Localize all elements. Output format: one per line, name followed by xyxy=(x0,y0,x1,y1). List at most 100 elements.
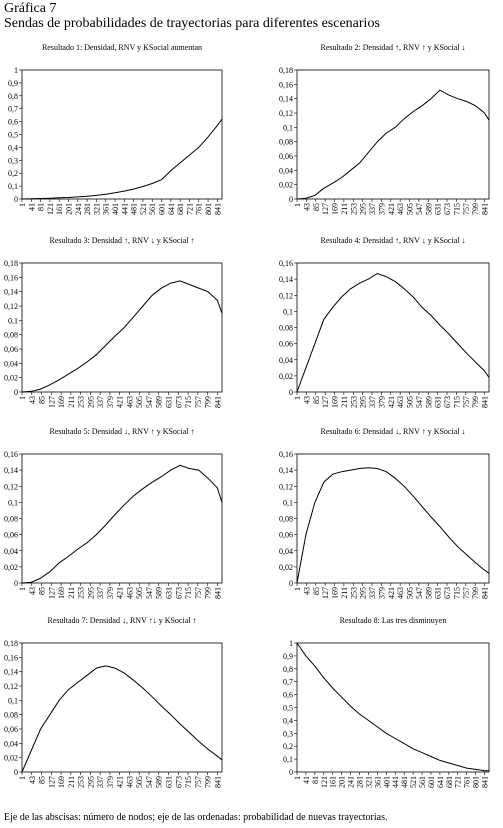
x-tick-label: 761 xyxy=(195,203,204,215)
x-tick-label: 481 xyxy=(130,203,139,215)
data-line xyxy=(21,665,223,773)
x-tick-label: 505 xyxy=(406,587,415,599)
x-tick-label: 757 xyxy=(194,396,203,408)
x-tick-label: 337 xyxy=(368,587,377,599)
y-tick-label: 0,6 xyxy=(8,118,18,127)
x-tick-label: 1 xyxy=(293,203,302,207)
y-tick-label: 0 xyxy=(289,579,293,588)
x-tick-label: 547 xyxy=(145,396,154,408)
x-tick-label: 589 xyxy=(424,587,433,599)
x-tick-label: 715 xyxy=(184,587,193,599)
x-tick-label: 505 xyxy=(406,203,415,215)
data-line xyxy=(296,272,490,393)
x-tick-label: 601 xyxy=(158,203,167,215)
y-tick-label: 0,18 xyxy=(4,639,18,648)
x-tick-label: 43 xyxy=(28,587,37,595)
y-tick-label: 0,12 xyxy=(4,482,18,491)
x-tick-label: 169 xyxy=(57,396,66,408)
y-tick-label: 0,14 xyxy=(4,668,18,677)
y-tick-label: 0,12 xyxy=(279,291,293,300)
x-tick-label: 295 xyxy=(86,587,95,599)
chart-title: Resultado 8: Las tres disminuyen xyxy=(340,616,447,625)
x-tick-label: 379 xyxy=(106,396,115,408)
x-tick-label: 421 xyxy=(116,587,125,599)
x-tick-label: 127 xyxy=(47,396,56,408)
plot-frame xyxy=(21,453,223,584)
x-tick-label: 841 xyxy=(481,776,490,788)
x-tick-label: 41 xyxy=(27,203,36,211)
x-tick-label: 421 xyxy=(387,587,396,599)
x-tick-label: 841 xyxy=(481,396,490,408)
y-tick-label: 0,1 xyxy=(283,755,293,764)
y-tick-label: 0,06 xyxy=(279,340,293,349)
x-tick-label: 631 xyxy=(434,203,443,215)
x-tick-label: 673 xyxy=(174,776,183,788)
x-tick-label: 799 xyxy=(471,396,480,408)
x-tick-label: 379 xyxy=(377,587,386,599)
x-tick-label: 379 xyxy=(106,776,115,788)
y-tick-label: 0,02 xyxy=(4,754,18,763)
y-tick-label: 0 xyxy=(14,388,18,397)
x-tick-label: 379 xyxy=(106,587,115,599)
x-tick-label: 673 xyxy=(443,203,452,215)
x-tick-label: 463 xyxy=(125,776,134,788)
x-tick-label: 211 xyxy=(340,396,349,408)
x-tick-label: 505 xyxy=(135,396,144,408)
x-tick-label: 761 xyxy=(463,776,472,788)
x-tick-label: 715 xyxy=(184,396,193,408)
x-tick-label: 441 xyxy=(391,776,400,788)
x-tick-label: 641 xyxy=(167,203,176,215)
plot-frame xyxy=(21,69,223,200)
y-tick-label: 0,16 xyxy=(279,450,293,459)
chart-title: Resultado 1: Densidad, RNV y KSocial aum… xyxy=(42,43,202,52)
y-tick-label: 0,06 xyxy=(4,725,18,734)
y-tick-label: 0,1 xyxy=(283,498,293,507)
y-tick-label: 0,14 xyxy=(4,466,18,475)
x-tick-label: 799 xyxy=(471,203,480,215)
x-tick-label: 421 xyxy=(387,396,396,408)
x-tick-label: 589 xyxy=(424,203,433,215)
y-tick-label: 0,7 xyxy=(8,105,18,114)
x-tick-label: 161 xyxy=(55,203,64,215)
x-tick-label: 421 xyxy=(116,396,125,408)
x-tick-label: 361 xyxy=(373,776,382,788)
y-tick-label: 0,16 xyxy=(4,653,18,662)
x-tick-label: 43 xyxy=(302,396,311,404)
x-tick-label: 169 xyxy=(331,203,340,215)
y-tick-label: 0,16 xyxy=(4,450,18,459)
x-tick-label: 673 xyxy=(174,587,183,599)
x-tick-label: 253 xyxy=(349,203,358,215)
y-tick-label: 0,04 xyxy=(4,359,18,368)
y-tick-label: 0,1 xyxy=(283,307,293,316)
y-tick-label: 1 xyxy=(289,639,293,648)
x-tick-label: 681 xyxy=(176,203,185,215)
x-tick-label: 253 xyxy=(77,776,86,788)
y-tick-label: 0,3 xyxy=(8,156,18,165)
y-tick-label: 0,08 xyxy=(4,331,18,340)
x-tick-label: 211 xyxy=(340,587,349,599)
x-tick-label: 547 xyxy=(415,203,424,215)
x-tick-label: 295 xyxy=(359,396,368,408)
x-tick-label: 841 xyxy=(213,587,222,599)
x-tick-label: 799 xyxy=(204,587,213,599)
y-tick-label: 0,08 xyxy=(279,515,293,524)
y-tick-label: 0,18 xyxy=(4,259,18,268)
x-tick-label: 253 xyxy=(77,396,86,408)
data-line xyxy=(21,280,223,393)
x-tick-label: 169 xyxy=(331,587,340,599)
x-tick-label: 127 xyxy=(47,587,56,599)
x-tick-label: 127 xyxy=(321,203,330,215)
plot-frame xyxy=(296,642,490,773)
y-tick-label: 0,14 xyxy=(279,466,293,475)
x-tick-label: 81 xyxy=(37,203,46,211)
x-tick-label: 361 xyxy=(102,203,111,215)
x-tick-label: 641 xyxy=(436,776,445,788)
x-tick-label: 401 xyxy=(111,203,120,215)
x-tick-label: 161 xyxy=(329,776,338,788)
y-tick-label: 0,8 xyxy=(8,92,18,101)
x-tick-label: 631 xyxy=(434,396,443,408)
x-tick-label: 379 xyxy=(377,396,386,408)
chart-title: Resultado 6: Densidad ↓, RNV ↑ y KSocial… xyxy=(321,427,466,436)
x-tick-label: 547 xyxy=(415,587,424,599)
y-tick-label: 0,04 xyxy=(279,166,293,175)
